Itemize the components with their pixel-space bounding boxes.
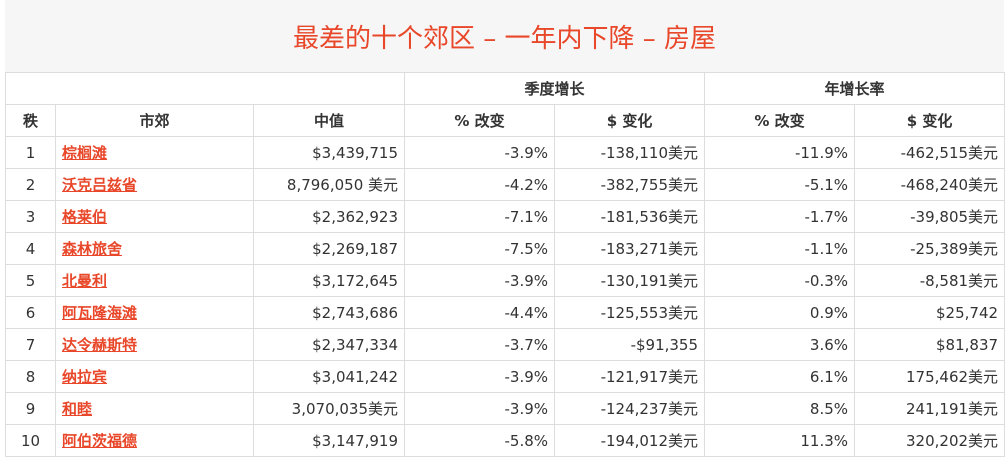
table-cell: -1.1% bbox=[704, 232, 856, 265]
table-cell: -3.9% bbox=[404, 136, 556, 169]
table-cell: $2,347,334 bbox=[252, 328, 406, 361]
suburb-link[interactable]: 达令赫斯特 bbox=[55, 328, 254, 361]
table-cell: -25,389美元 bbox=[854, 232, 1006, 265]
table-cell: -181,536美元 bbox=[554, 200, 706, 233]
table-cell: $3,041,242 bbox=[252, 360, 406, 393]
table-cell: -3.9% bbox=[404, 360, 556, 393]
table-cell: -4.4% bbox=[404, 296, 556, 329]
table-cell: -5.1% bbox=[704, 168, 856, 201]
table-row: 3 格莱伯 $2,362,923 -7.1% -181,536美元 -1.7% -39,80… bbox=[5, 200, 1006, 233]
table-cell: 4 bbox=[5, 232, 56, 265]
title: 最差的十个郊区 – 一年内下降 – 房屋 bbox=[292, 23, 717, 54]
table-cell: -8,581美元 bbox=[854, 264, 1006, 297]
table: 季度增长 年增长率 秩市郊 中值% 改变 $ 变化% 改变 $ 变化 1 棕榈滩 $3,4… bbox=[4, 72, 1006, 457]
column-header: 中值 bbox=[252, 104, 406, 137]
group-header-empty bbox=[4, 72, 406, 105]
column-header: $ 变化 bbox=[854, 104, 1006, 137]
table-cell: 6.1% bbox=[704, 360, 856, 393]
table-cell: 7 bbox=[5, 328, 56, 361]
table-cell: -194,012美元 bbox=[554, 424, 706, 457]
table-cell: -138,110美元 bbox=[554, 136, 706, 169]
suburb-link[interactable]: 阿瓦隆海滩 bbox=[55, 296, 254, 329]
table-cell: 3 bbox=[5, 200, 56, 233]
suburb-link[interactable]: 和睦 bbox=[55, 392, 254, 425]
table-cell: 6 bbox=[5, 296, 56, 329]
column-header-row: 秩市郊 中值% 改变 $ 变化% 改变 $ 变化 bbox=[5, 104, 1006, 137]
table-cell: -121,917美元 bbox=[554, 360, 706, 393]
table-cell: 241,191美元 bbox=[854, 392, 1006, 425]
table-cell: -3.7% bbox=[404, 328, 556, 361]
column-header: 秩 bbox=[5, 104, 56, 137]
table-row: 8 纳拉宾 $3,041,242 -3.9% -121,917美元 6.1% 175,462… bbox=[5, 360, 1006, 393]
suburb-link[interactable]: 森林旅舍 bbox=[55, 232, 254, 265]
table-cell: 8.5% bbox=[704, 392, 856, 425]
table-cell: -4.2% bbox=[404, 168, 556, 201]
column-header: % 改变 bbox=[704, 104, 856, 137]
suburb-link[interactable]: 阿伯茨福德 bbox=[55, 424, 254, 457]
table-cell: -11.9% bbox=[704, 136, 856, 169]
table-cell: 8 bbox=[5, 360, 56, 393]
table-cell: 320,202美元 bbox=[854, 424, 1006, 457]
table-row: 4 森林旅舍 $2,269,187 -7.5% -183,271美元 -1.1% -25,3… bbox=[5, 232, 1006, 265]
table-cell: -$91,355 bbox=[554, 328, 706, 361]
table-cell: 2 bbox=[5, 168, 56, 201]
table-cell: $81,837 bbox=[854, 328, 1006, 361]
table-cell: 0.9% bbox=[704, 296, 856, 329]
table-cell: $3,439,715 bbox=[252, 136, 406, 169]
table-cell: -39,805美元 bbox=[854, 200, 1006, 233]
table-cell: 8,796,050 美元 bbox=[252, 168, 406, 201]
suburb-link[interactable]: 格莱伯 bbox=[55, 200, 254, 233]
group-header-row: 季度增长 年增长率 bbox=[4, 72, 1006, 105]
table-cell: -468,240美元 bbox=[854, 168, 1006, 201]
table-cell: $2,362,923 bbox=[252, 200, 406, 233]
table-cell: 9 bbox=[5, 392, 56, 425]
table-cell: -7.5% bbox=[404, 232, 556, 265]
table-cell: -125,553美元 bbox=[554, 296, 706, 329]
table-cell: 3.6% bbox=[704, 328, 856, 361]
table-row: 5 北曼利 $3,172,645 -3.9% -130,191美元 -0.3% -8,581… bbox=[5, 264, 1006, 297]
table-cell: -3.9% bbox=[404, 392, 556, 425]
table-row: 9 和睦 3,070,035美元 -3.9% -124,237美元 8.5% 241,191… bbox=[5, 392, 1006, 425]
table-row: 6 阿瓦隆海滩 $2,743,686 -4.4% -125,553美元 0.9% $25,7… bbox=[5, 296, 1006, 329]
group-header: 年增长率 bbox=[704, 72, 1006, 105]
table-cell: -5.8% bbox=[404, 424, 556, 457]
table-cell: -0.3% bbox=[704, 264, 856, 297]
suburb-link[interactable]: 北曼利 bbox=[55, 264, 254, 297]
table-cell: $2,743,686 bbox=[252, 296, 406, 329]
table-row: 7 达令赫斯特 $2,347,334 -3.7% -$91,355 3.6% $81,837 bbox=[5, 328, 1006, 361]
table-cell: -124,237美元 bbox=[554, 392, 706, 425]
table-cell: -183,271美元 bbox=[554, 232, 706, 265]
table-cell: 3,070,035美元 bbox=[252, 392, 406, 425]
column-header: $ 变化 bbox=[554, 104, 706, 137]
table-cell: $25,742 bbox=[854, 296, 1006, 329]
table-cell: -3.9% bbox=[404, 264, 556, 297]
table-row: 2 沃克吕兹省 8,796,050 美元 -4.2% -382,755美元 -5.1% -4… bbox=[5, 168, 1006, 201]
table-cell: -1.7% bbox=[704, 200, 856, 233]
suburb-link[interactable]: 棕榈滩 bbox=[55, 136, 254, 169]
column-header: % 改变 bbox=[404, 104, 556, 137]
table-row: 1 棕榈滩 $3,439,715 -3.9% -138,110美元 -11.9% -462,… bbox=[5, 136, 1006, 169]
table-cell: $3,172,645 bbox=[252, 264, 406, 297]
table-row: 10 阿伯茨福德 $3,147,919 -5.8% -194,012美元 11.3% 320… bbox=[5, 424, 1006, 457]
table-cell: 5 bbox=[5, 264, 56, 297]
table-cell: 10 bbox=[5, 424, 56, 457]
suburb-link[interactable]: 沃克吕兹省 bbox=[55, 168, 254, 201]
table-cell: 11.3% bbox=[704, 424, 856, 457]
title-bar: 最差的十个郊区 – 一年内下降 – 房屋 bbox=[5, 0, 1004, 72]
group-header: 季度增长 bbox=[404, 72, 706, 105]
table-body: 1 棕榈滩 $3,439,715 -3.9% -138,110美元 -11.9% -462,… bbox=[5, 136, 1006, 457]
table-cell: $2,269,187 bbox=[252, 232, 406, 265]
table-cell: -382,755美元 bbox=[554, 168, 706, 201]
suburb-link[interactable]: 纳拉宾 bbox=[55, 360, 254, 393]
column-header: 市郊 bbox=[55, 104, 254, 137]
table-cell: 1 bbox=[5, 136, 56, 169]
table-cell: -462,515美元 bbox=[854, 136, 1006, 169]
table-cell: $3,147,919 bbox=[252, 424, 406, 457]
table-cell: -130,191美元 bbox=[554, 264, 706, 297]
table-cell: -7.1% bbox=[404, 200, 556, 233]
table-cell: 175,462美元 bbox=[854, 360, 1006, 393]
